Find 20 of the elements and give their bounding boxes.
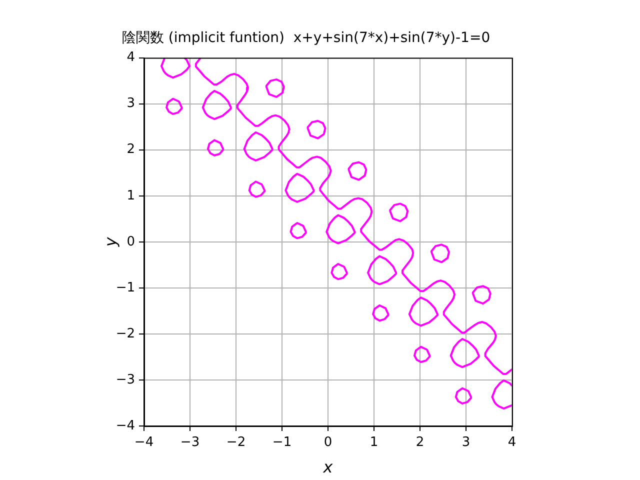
chart-title: 陰関数 (implicit funtion) x+y+sin(7*x)+sin(7*y)-1=0 [122, 30, 490, 46]
y-tick-label: 1 [126, 188, 135, 204]
x-tick-label: 2 [416, 435, 424, 450]
y-tick-label: 2 [126, 142, 135, 158]
x-tick-label: 4 [508, 435, 516, 450]
x-tick-label: 1 [370, 435, 378, 450]
y-tick-label: −3 [116, 372, 135, 388]
x-tick-label: 0 [324, 435, 332, 450]
y-axis-title: y [100, 236, 120, 248]
y-tick-label: −4 [116, 418, 135, 434]
x-axis-title: x [322, 458, 334, 477]
y-tick-label: −2 [116, 326, 135, 342]
x-tick-label: −3 [180, 435, 200, 450]
y-tick-label: 0 [126, 234, 135, 250]
y-tick-label: 3 [126, 96, 135, 112]
x-tick-label: −1 [272, 435, 292, 450]
y-tick-label: −1 [116, 280, 135, 296]
y-tick-label: 4 [126, 50, 135, 66]
x-tick-label: −2 [226, 435, 246, 450]
x-tick-label: 3 [462, 435, 470, 450]
